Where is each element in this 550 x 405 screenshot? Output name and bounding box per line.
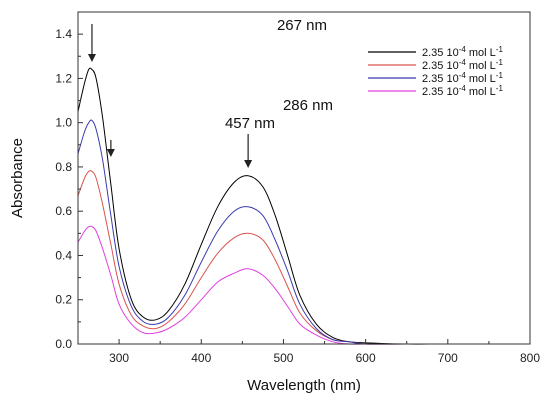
y-tick-label: 0.4 [55, 248, 72, 262]
series-line-3 [77, 119, 530, 345]
y-tick-label: 1.0 [55, 116, 72, 130]
peak-label: 267 nm [277, 17, 327, 34]
series-line-4 [77, 225, 530, 345]
y-tick-label: 0.6 [55, 204, 72, 218]
y-tick-label: 0.0 [55, 337, 72, 351]
peak-arrow-head [87, 54, 96, 62]
peak-arrow-head [244, 160, 253, 168]
x-tick-label: 400 [191, 351, 211, 365]
annotations-layer: 267 nm 286 nm 457 nm [87, 17, 333, 168]
legend-label: 2.35 10-4 mol L-1 [422, 84, 503, 98]
ticks-layer: 300 400 500 600 700 800 0.0 0.2 0.4 0.6 0.8 1.0 1.2 1… [55, 11, 540, 365]
legend-label: 2.35 10-4 mol L-1 [422, 45, 503, 59]
plot-frame [77, 11, 531, 345]
x-tick-label: 300 [109, 351, 129, 365]
legend-label: 2.35 10-4 mol L-1 [422, 71, 503, 85]
y-tick-label: 1.4 [55, 27, 72, 41]
x-tick-label: 600 [356, 351, 376, 365]
x-tick-label: 700 [438, 351, 458, 365]
y-tick-label: 0.2 [55, 293, 72, 307]
series-line-2 [77, 170, 530, 345]
y-tick-label: 0.8 [55, 160, 72, 174]
legend-label: 2.35 10-4 mol L-1 [422, 58, 503, 72]
peak-arrow-head [106, 149, 115, 157]
peak-label: 457 nm [225, 115, 275, 132]
x-axis-title: Wavelength (nm) [247, 377, 361, 394]
peak-label: 286 nm [283, 97, 333, 114]
y-tick-label: 1.2 [55, 71, 72, 85]
x-tick-label: 800 [520, 351, 540, 365]
x-tick-label: 500 [273, 351, 293, 365]
legend: 2.35 10-4 mol L-12.35 10-4 mol L-12.35 1… [368, 45, 503, 98]
y-axis-title: Absorbance [9, 138, 26, 218]
